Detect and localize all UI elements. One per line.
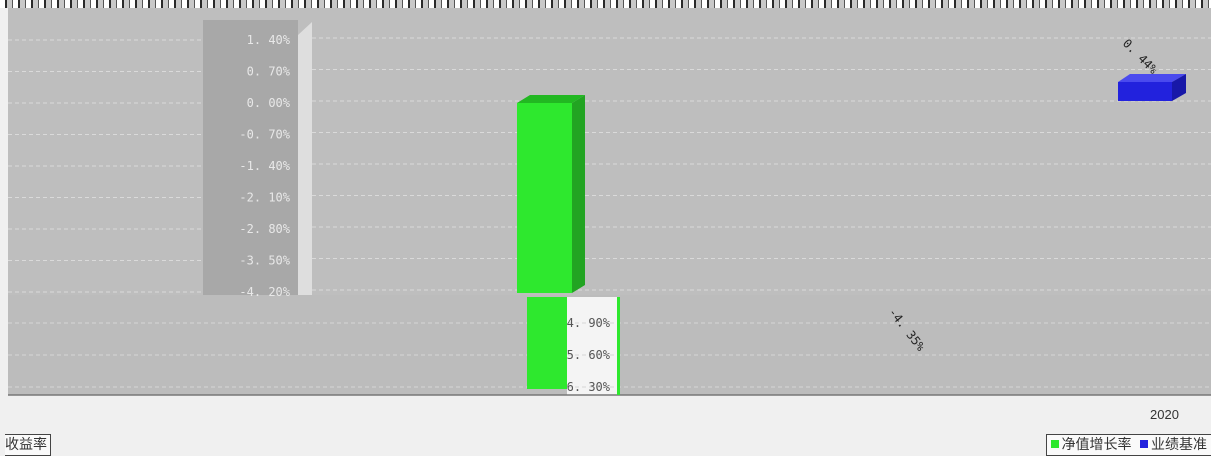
y-tick-label: -4. 90% [559,316,610,330]
bars [517,74,1186,395]
bar-nav-front [517,103,572,293]
y-tick-label: -5. 60% [559,348,610,362]
y-tick-label: -2. 80% [239,222,290,236]
y-tick-label: -3. 50% [239,254,290,268]
lower-tick-overlay [567,297,620,395]
bar-nav-lower-edge [617,297,620,395]
extra-legend-label: 收益率 [5,437,47,453]
y-ticks-lower: -4. 90% -5. 60% -6. 30% [559,316,610,394]
y-tick-label: 0. 70% [247,65,291,79]
legend-swatch-green [1050,440,1059,448]
y-ticks-upper: 1. 40% 0. 70% 0. 00% -0. 70% -1. 40% -2. 10% -… [239,33,290,299]
bar-benchmark-front [1118,82,1172,101]
y-tick-label: 1. 40% [247,33,291,47]
legend-item-benchmark: 业绩基准 [1140,437,1207,453]
glitch-top-band [0,0,1211,8]
y-axis-wall-side [298,22,312,295]
y-axis-wall [203,20,298,295]
y-tick-label: -0. 70% [239,128,290,142]
y-tick-label: 0. 00% [247,96,291,110]
bar-nav-side [572,95,585,293]
y-tick-label: -1. 40% [239,159,290,173]
bar-nav-lower [527,297,567,389]
y-tick-label: -4. 20% [239,285,290,299]
extra-legend-box: 收益率 [5,434,51,456]
legend-label-benchmark: 业绩基准 [1151,437,1207,453]
gridlines [8,37,1211,388]
bar-nav-top [517,95,585,103]
legend-item-nav: 净值增长率 [1050,437,1136,453]
legend-label-nav: 净值增长率 [1061,437,1132,453]
y-tick-label: -6. 30% [559,380,610,394]
bar-benchmark-side [1172,74,1186,101]
y-tick-label: -2. 10% [239,191,290,205]
plot-area-upper [8,8,1211,295]
bar-benchmark-top [1118,74,1186,82]
legend-swatch-blue [1140,440,1148,448]
x-tick-label: 2020 [1150,407,1179,422]
legend: 净值增长率 业绩基准 [1045,434,1211,456]
